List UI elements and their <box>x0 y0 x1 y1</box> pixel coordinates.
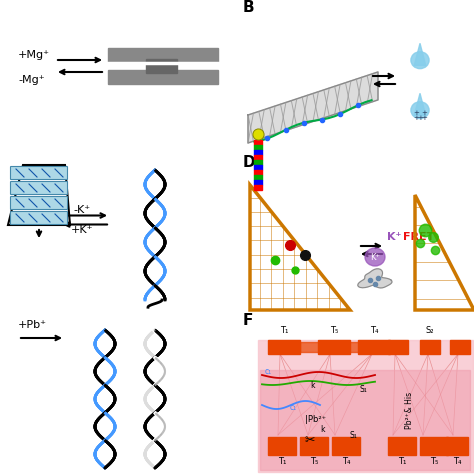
Bar <box>254 180 262 184</box>
Text: T₁: T₁ <box>280 326 288 335</box>
FancyBboxPatch shape <box>10 182 67 194</box>
Text: +Mg⁺: +Mg⁺ <box>18 50 50 60</box>
Text: T₅: T₅ <box>310 457 318 466</box>
Text: |Pb²⁺: |Pb²⁺ <box>305 416 326 425</box>
Bar <box>300 437 328 455</box>
Bar <box>108 70 218 84</box>
Bar <box>254 175 262 180</box>
Bar <box>420 437 448 455</box>
Polygon shape <box>414 93 426 115</box>
Text: +: + <box>421 115 427 121</box>
Text: S₁: S₁ <box>350 430 358 439</box>
Bar <box>358 340 390 354</box>
Bar <box>450 340 470 354</box>
Bar <box>254 150 262 155</box>
Text: +Pb⁺: +Pb⁺ <box>18 320 47 330</box>
Text: T₅: T₅ <box>430 457 438 466</box>
Text: ✂: ✂ <box>305 434 315 447</box>
Bar <box>254 160 262 164</box>
Bar <box>318 340 350 354</box>
FancyBboxPatch shape <box>10 211 67 225</box>
Text: K⁺: K⁺ <box>387 232 401 242</box>
Bar <box>300 342 386 352</box>
Bar <box>254 170 262 174</box>
Polygon shape <box>248 72 378 143</box>
Text: c₁: c₁ <box>290 403 297 412</box>
Text: T₅: T₅ <box>330 326 338 335</box>
Polygon shape <box>358 269 392 288</box>
Text: +K⁺: +K⁺ <box>71 225 93 235</box>
Bar <box>388 437 416 455</box>
Bar <box>260 370 470 470</box>
Ellipse shape <box>411 102 429 118</box>
Text: S₁: S₁ <box>360 384 368 393</box>
Bar <box>146 59 177 73</box>
Text: -Mg⁺: -Mg⁺ <box>18 75 45 85</box>
Text: K⁺: K⁺ <box>370 253 380 262</box>
Bar <box>258 340 473 472</box>
Bar <box>446 437 468 455</box>
Text: k: k <box>320 426 325 435</box>
Text: -K⁺: -K⁺ <box>73 205 91 215</box>
Bar <box>420 340 440 354</box>
Text: Pb²⁺& His: Pb²⁺& His <box>405 392 414 428</box>
Text: +: + <box>421 110 427 116</box>
Bar <box>254 145 262 149</box>
Bar <box>268 340 300 354</box>
Text: T₄: T₄ <box>342 457 350 466</box>
Text: +: + <box>417 115 423 121</box>
Text: +: + <box>413 115 419 121</box>
Text: T₄: T₄ <box>453 457 461 466</box>
FancyBboxPatch shape <box>10 197 67 210</box>
Text: T₄: T₄ <box>370 326 378 335</box>
Text: B: B <box>243 0 255 15</box>
Bar <box>268 437 296 455</box>
Text: S₂: S₂ <box>426 326 434 335</box>
Bar <box>388 340 408 354</box>
Text: T₁: T₁ <box>278 457 286 466</box>
Bar <box>254 185 262 190</box>
Text: c₁: c₁ <box>265 367 272 376</box>
Text: T₁: T₁ <box>398 457 406 466</box>
Text: FRET: FRET <box>403 232 434 242</box>
Text: F: F <box>243 313 254 328</box>
Text: k: k <box>310 382 315 391</box>
Bar <box>254 155 262 159</box>
Text: D: D <box>243 155 255 170</box>
Polygon shape <box>414 43 426 65</box>
Bar <box>332 437 360 455</box>
Bar <box>108 48 218 62</box>
FancyBboxPatch shape <box>10 166 67 180</box>
Text: +: + <box>413 110 419 116</box>
Bar <box>254 140 262 145</box>
Ellipse shape <box>365 248 385 266</box>
Ellipse shape <box>411 52 429 69</box>
Bar <box>254 165 262 170</box>
